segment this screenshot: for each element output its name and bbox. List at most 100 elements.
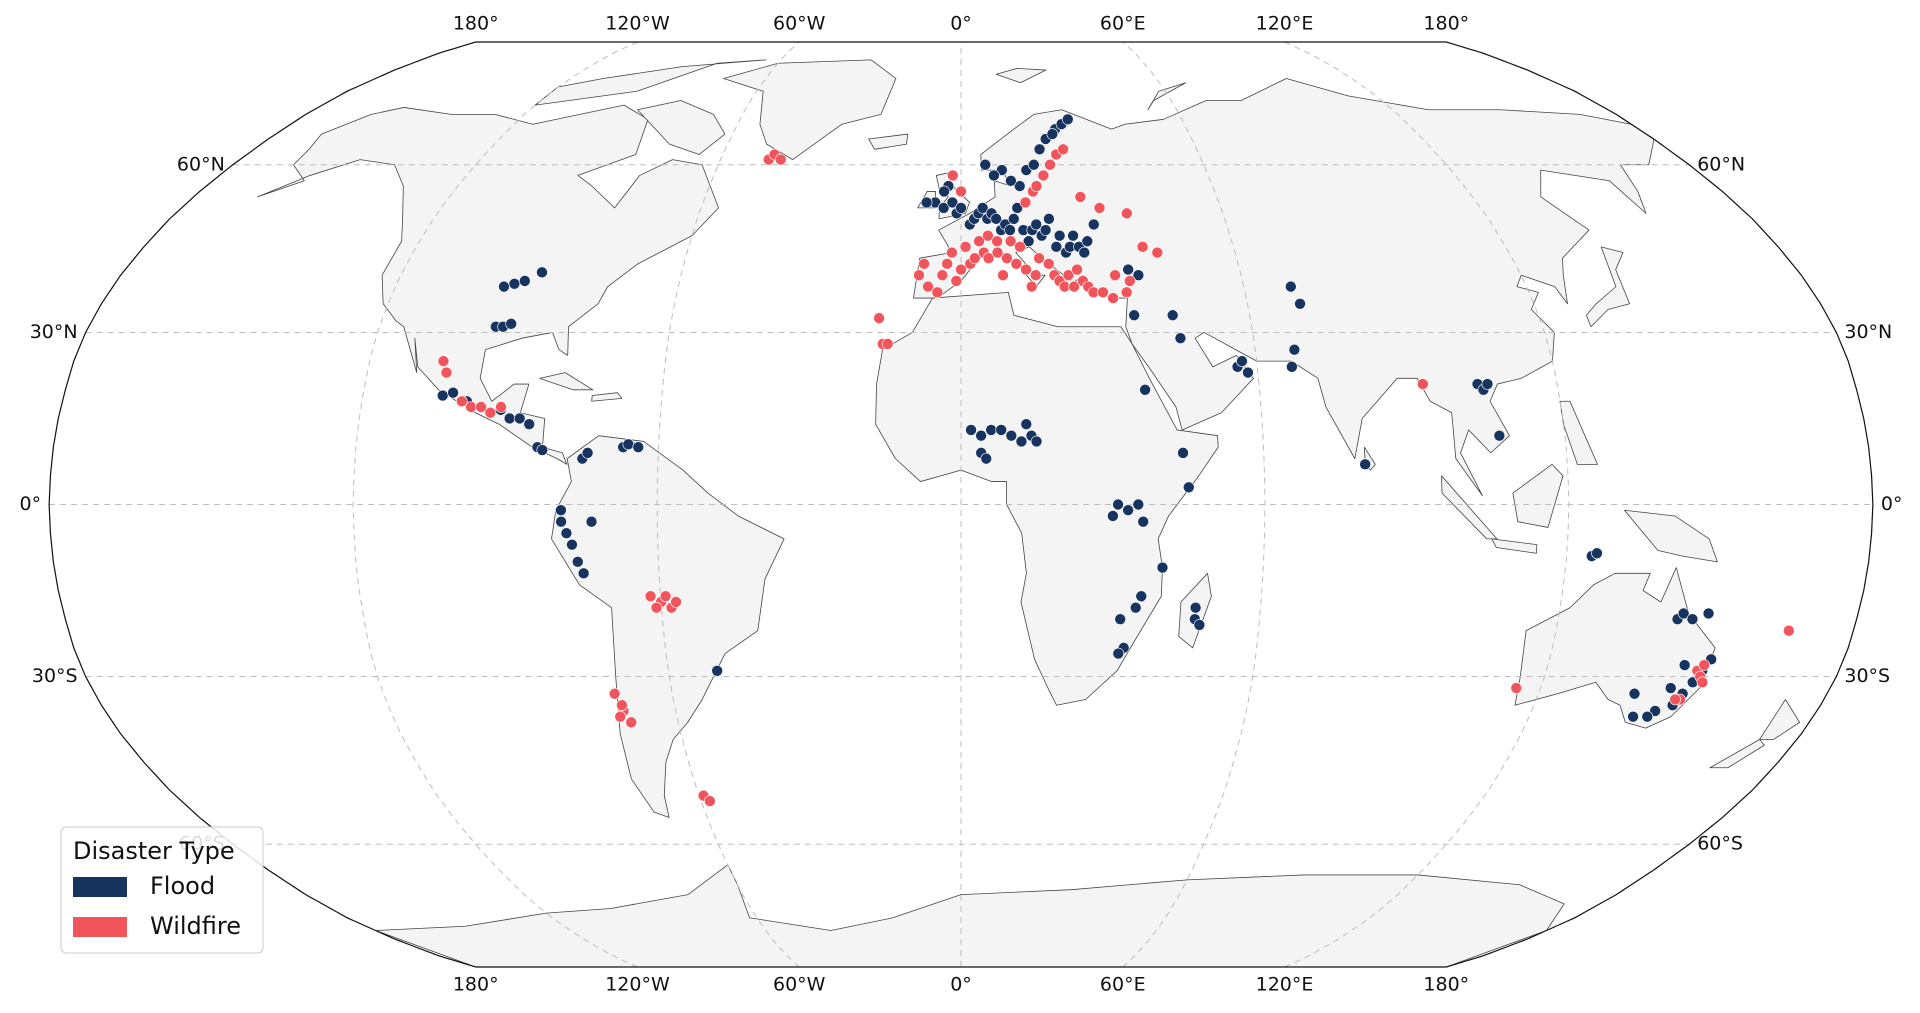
land bbox=[1624, 509, 1718, 563]
lon-label-bottom: 120°E bbox=[1256, 973, 1314, 995]
event-point bbox=[436, 389, 449, 402]
event-point bbox=[1029, 269, 1042, 281]
event-point bbox=[622, 438, 635, 451]
lon-label-top: 180° bbox=[453, 13, 499, 35]
event-point bbox=[1174, 332, 1187, 344]
event-point bbox=[1001, 252, 1013, 264]
event-point bbox=[979, 158, 992, 171]
event-point bbox=[1057, 143, 1069, 156]
lon-label-bottom: 60°W bbox=[773, 973, 826, 995]
event-point bbox=[440, 366, 453, 379]
event-point bbox=[475, 401, 487, 413]
legend: Disaster Type Flood Wildfire bbox=[60, 826, 264, 954]
event-point bbox=[608, 687, 621, 700]
event-point bbox=[1591, 547, 1603, 560]
event-point bbox=[920, 196, 933, 209]
event-point bbox=[1112, 647, 1125, 660]
event-point bbox=[1028, 158, 1040, 171]
land bbox=[539, 372, 594, 391]
event-point bbox=[571, 556, 584, 568]
event-point bbox=[581, 447, 594, 459]
event-point bbox=[941, 258, 953, 270]
event-point bbox=[1020, 418, 1033, 431]
land bbox=[1512, 463, 1564, 528]
lat-label-left: 60°N bbox=[177, 153, 225, 175]
event-point bbox=[997, 269, 1009, 281]
lon-label-bottom: 180° bbox=[453, 973, 499, 995]
event-point bbox=[566, 538, 578, 551]
event-point bbox=[1136, 241, 1149, 253]
event-point bbox=[1686, 613, 1699, 625]
land bbox=[1585, 246, 1630, 328]
event-point bbox=[931, 286, 944, 299]
event-point bbox=[484, 406, 497, 419]
event-point bbox=[1004, 235, 1017, 248]
event-point bbox=[585, 515, 598, 528]
event-point bbox=[1132, 269, 1145, 281]
globe-outline bbox=[48, 41, 1874, 968]
event-point bbox=[456, 395, 468, 408]
legend-label: Wildfire bbox=[150, 912, 241, 940]
event-point bbox=[955, 202, 967, 214]
event-point bbox=[1015, 435, 1028, 448]
event-point bbox=[1044, 158, 1056, 171]
event-point bbox=[498, 280, 510, 293]
event-point bbox=[1014, 241, 1026, 253]
event-point bbox=[1120, 286, 1133, 299]
event-point bbox=[1020, 263, 1032, 276]
event-point bbox=[1286, 361, 1298, 373]
land bbox=[995, 67, 1047, 84]
lon-label-top: 60°W bbox=[773, 13, 826, 35]
lon-label-top: 60°E bbox=[1100, 13, 1146, 35]
lon-label-top: 120°E bbox=[1256, 13, 1314, 35]
lon-label-top: 180° bbox=[1423, 13, 1469, 35]
event-point bbox=[1022, 235, 1035, 248]
land bbox=[1709, 739, 1765, 769]
event-point bbox=[991, 246, 1004, 259]
event-point bbox=[1783, 624, 1795, 637]
legend-swatch bbox=[73, 917, 127, 937]
land bbox=[534, 59, 767, 106]
event-point bbox=[536, 444, 549, 456]
event-point bbox=[1189, 601, 1202, 614]
event-point bbox=[659, 590, 672, 603]
lat-label-right: 30°N bbox=[1844, 321, 1892, 343]
event-point bbox=[1030, 218, 1043, 231]
event-point bbox=[555, 504, 567, 517]
event-point bbox=[1067, 229, 1079, 242]
event-point bbox=[1078, 246, 1091, 259]
event-point bbox=[980, 452, 993, 465]
event-point bbox=[1081, 235, 1094, 248]
event-point bbox=[1702, 607, 1715, 620]
event-point bbox=[1061, 113, 1074, 126]
event-point bbox=[1097, 286, 1109, 299]
event-point bbox=[1122, 263, 1134, 276]
lat-label-right: 30°S bbox=[1844, 665, 1890, 687]
event-point bbox=[437, 355, 450, 367]
event-point bbox=[1005, 429, 1018, 442]
event-point bbox=[465, 401, 477, 413]
event-point bbox=[881, 338, 894, 350]
event-point bbox=[1166, 309, 1179, 322]
land bbox=[1559, 400, 1598, 465]
event-point bbox=[1481, 378, 1494, 390]
lat-label-left: 0° bbox=[20, 493, 42, 515]
event-point bbox=[1628, 687, 1641, 700]
event-point bbox=[625, 716, 637, 729]
lat-label-left: 30°N bbox=[30, 321, 78, 343]
lon-label-top: 0° bbox=[950, 13, 972, 35]
event-point bbox=[1114, 613, 1127, 625]
event-point bbox=[1236, 355, 1248, 367]
event-point bbox=[1151, 246, 1164, 259]
event-point bbox=[1128, 309, 1140, 322]
land bbox=[868, 133, 909, 150]
event-point bbox=[995, 424, 1008, 436]
event-point bbox=[1417, 378, 1429, 390]
event-point bbox=[1004, 224, 1016, 236]
lat-label-right: 0° bbox=[1881, 493, 1903, 515]
event-point bbox=[922, 280, 934, 293]
land bbox=[637, 100, 726, 155]
meridian-line bbox=[352, 41, 638, 968]
